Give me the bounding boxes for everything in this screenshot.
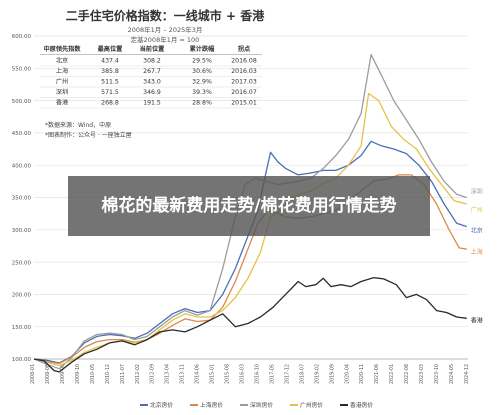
inset-table-cell: 北京 (56, 57, 68, 65)
x-tick-label: 2020-11 (359, 364, 365, 384)
x-tick-label: 2018-07 (299, 364, 305, 384)
x-tick-label: 2020-04 (344, 364, 350, 384)
legend-label: 北京房价 (150, 401, 173, 409)
inset-panel: 二手住宅价格指数：一线城市 + 香港 2008年1月 – 2025年3月 定基2… (40, 8, 265, 139)
inset-table-cell: 346.9 (143, 89, 161, 96)
grid (34, 35, 468, 360)
inset-table-cell: 2016.08 (231, 58, 257, 65)
inset-table-cell: 29.5% (192, 58, 212, 65)
x-tick-label: 2021-06 (374, 364, 380, 384)
y-tick-label: 450.00 (12, 131, 32, 137)
x-tick-label: 2023-03 (419, 364, 425, 384)
y-tick-label: 600.00 (12, 34, 32, 40)
series-line (33, 276, 467, 373)
legend-label: 香港房价 (350, 401, 373, 409)
inset-table-cell: 30.6% (192, 68, 212, 75)
legend-label: 深圳房价 (250, 401, 273, 409)
x-tick-label: 2010-05 (90, 364, 96, 384)
inset-table-header: 拐点 (238, 45, 251, 53)
series-end-label: 深圳 (471, 188, 483, 196)
x-tick-label: 2017-05 (269, 364, 275, 384)
inset-table-header: 最高位置 (98, 45, 123, 53)
source-note: *数据来源：Wind，中原 (45, 121, 111, 129)
x-tick-label: 2012-02 (135, 364, 141, 384)
series-end-label: 香港 (471, 316, 483, 324)
x-tick-label: 2022-01 (389, 364, 395, 384)
inset-table-header: 当前位置 (140, 45, 165, 53)
x-tick-label: 2014-06 (195, 364, 201, 384)
y-tick-label: 500.00 (12, 99, 32, 105)
y-tick-label: 400.00 (12, 163, 32, 169)
y-tick-label: 350.00 (12, 196, 32, 202)
x-tick-label: 2023-10 (434, 364, 440, 384)
inset-table-cell: 268.8 (101, 100, 119, 107)
inset-table-cell: 深圳 (56, 88, 68, 96)
y-tick-label: 250.00 (12, 260, 32, 266)
inset-table-cell: 2017.03 (231, 79, 257, 86)
inset-table-header: 中原领先指数 (43, 45, 81, 53)
overlay-title: 棉花的最新费用走势/棉花费用行情走势 (101, 196, 397, 216)
inset-table-cell: 437.4 (101, 58, 119, 65)
x-tick-label: 2009-03 (60, 364, 66, 384)
y-axis-ticks: 100.00 150.00 200.00 250.00 300.00 350.00 400.… (12, 34, 32, 363)
x-tick-label: 2024-05 (449, 364, 455, 384)
y-tick-label: 200.00 (12, 293, 32, 299)
inset-table-cell: 2016.07 (231, 89, 257, 96)
x-tick-label: 2024-12 (464, 364, 470, 384)
inset-table-cell: 343.0 (143, 79, 161, 86)
inset-table-cell: 511.5 (101, 79, 119, 86)
inset-table-cell: 广州 (56, 78, 68, 86)
inset-table-cell: 香港 (56, 99, 69, 107)
x-tick-label: 2012-09 (150, 364, 156, 384)
inset-table-cell: 32.9% (192, 79, 212, 86)
x-tick-label: 2010-12 (105, 364, 111, 384)
x-tick-label: 2016-03 (240, 364, 246, 384)
x-tick-label: 2008-08 (45, 364, 51, 384)
inset-table-header: 累计跌幅 (190, 45, 216, 53)
chart-subtitle: 2008年1月 – 2025年3月 (128, 25, 203, 34)
inset-table-cell: 2016.03 (231, 68, 257, 75)
x-tick-label: 2013-04 (165, 364, 171, 384)
x-axis-ticks: 2008-01 2008-08 2009-03 2009-10 2010-05 2010-… (30, 364, 470, 384)
y-tick-label: 100.00 (12, 357, 32, 363)
inset-table-cell: 267.7 (143, 68, 161, 75)
overlay-banner: 棉花的最新费用走势/棉花费用行情走势 (68, 176, 430, 236)
x-tick-label: 2013-11 (180, 364, 186, 384)
inset-table-cell: 39.3% (192, 89, 212, 96)
chart-title: 二手住宅价格指数：一线城市 + 香港 (66, 8, 265, 23)
inset-table-cell: 28.8% (192, 100, 212, 107)
y-tick-label: 150.00 (12, 325, 32, 331)
x-tick-label: 2008-01 (30, 364, 36, 384)
inset-table-cell: 191.5 (143, 100, 161, 107)
x-tick-label: 2017-12 (284, 364, 290, 384)
inset-table-cell: 2015.01 (231, 100, 257, 107)
legend-label: 上海房价 (200, 401, 223, 409)
x-tick-label: 2015-01 (210, 364, 216, 384)
baseline-note: 定基2008年1月 = 100 (131, 35, 200, 44)
x-tick-label: 2019-09 (329, 364, 335, 384)
x-tick-label: 2009-10 (75, 364, 81, 384)
inset-table-cell: 上海 (56, 67, 68, 75)
x-tick-label: 2019-02 (314, 364, 320, 384)
inset-table-cell: 308.2 (143, 58, 161, 65)
y-tick-label: 550.00 (12, 67, 32, 73)
x-tick-label: 2015-08 (225, 364, 231, 384)
legend: 北京房价 上海房价 深圳房价 广州房价 香港房价 (140, 401, 373, 409)
x-tick-label: 2016-10 (254, 364, 260, 384)
inset-table-cell: 571.5 (101, 89, 119, 96)
legend-label: 广州房价 (300, 401, 323, 409)
author-note: *图表制作：公众号 · 一座独立屋 (45, 131, 132, 139)
series-end-label: 北京 (471, 227, 483, 235)
series-end-label: 上海 (471, 248, 483, 256)
inset-table-cell: 385.8 (101, 68, 119, 75)
x-tick-label: 2011-07 (120, 364, 126, 384)
x-tick-label: 2022-08 (404, 364, 410, 384)
series-end-label: 广州 (471, 206, 483, 214)
y-tick-label: 300.00 (12, 228, 32, 234)
